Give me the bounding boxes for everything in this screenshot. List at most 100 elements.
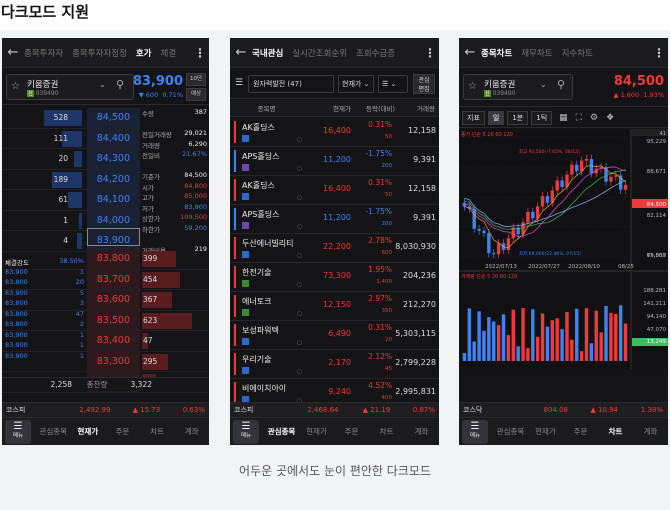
bid-row[interactable]: 83,300 295 — [2, 351, 209, 372]
bid-row[interactable]: 83,600 367 — [2, 290, 209, 311]
tools-icon[interactable]: ❖ — [606, 112, 615, 123]
more-vertical-icon[interactable]: ⋮ — [424, 46, 436, 60]
ask-row[interactable]: 189 84,200 — [2, 169, 140, 190]
tab-exec[interactable]: 체결 — [160, 48, 177, 59]
period-day-button[interactable]: 일 — [487, 110, 505, 125]
ask-price[interactable]: 83,900 — [87, 231, 140, 251]
bid-price[interactable]: 83,500 — [87, 310, 140, 330]
nav-account[interactable]: 계좌 — [184, 427, 199, 436]
star-icon[interactable]: ☆ — [11, 81, 20, 92]
tab-domestic-watch[interactable]: 국내관심 — [252, 48, 284, 59]
ask-price[interactable]: 84,300 — [87, 149, 140, 169]
more-vertical-icon[interactable]: ⋮ — [194, 46, 206, 60]
watchlist-row[interactable]: APS홀딩스 ▢ 11,200 -1.75% 200 9,391 — [230, 205, 439, 234]
index-bar[interactable]: 코스피 2,468.64 ▲ 21.19 0.87% — [230, 402, 439, 417]
watchlist-row[interactable]: APS홀딩스 ▢ 11,200 -1.75% 200 9,391 — [230, 147, 439, 176]
ask-price[interactable]: 84,200 — [87, 169, 140, 189]
ask-row[interactable]: 1 84,000 — [2, 210, 140, 231]
bottom-nav: ☰ 메뉴 관심종목 현재가 주문 차트 계좌 — [459, 417, 668, 445]
ask-price[interactable]: 84,400 — [87, 128, 140, 148]
tab-investor-estimate[interactable]: 종목투자자점정 — [72, 48, 127, 59]
fullscreen-icon[interactable]: ⛶ — [575, 112, 582, 123]
watchlist-row[interactable]: 에너토크 ▢ 12,150 2.97% 350 212,270 — [230, 292, 439, 321]
index-bar[interactable]: 코스피 2,492.99 ▲ 15.73 0.63% — [2, 402, 209, 417]
list-view-select[interactable]: ☰ ⌄ — [378, 75, 408, 93]
settings-gear-icon[interactable]: ⚙ — [589, 112, 599, 123]
nav-watchlist[interactable]: 관심종목 — [267, 427, 296, 436]
bid-price[interactable]: 83,700 — [87, 269, 140, 289]
menu-button[interactable]: ☰ 메뉴 — [233, 419, 259, 444]
info-value: 6,290 — [188, 139, 207, 148]
index-bar[interactable]: 코스닥 804.08 ▲ 10.94 1.38% — [459, 402, 668, 417]
star-icon[interactable]: ☆ — [468, 81, 477, 92]
nav-quote[interactable]: 현재가 — [306, 427, 327, 436]
ask-price[interactable]: 84,500 — [87, 108, 140, 128]
chevron-down-icon[interactable]: ⌄ — [540, 80, 547, 89]
sort-select[interactable]: 현재가 ⌄ — [338, 75, 374, 93]
tab-investor[interactable]: 종목투자자 — [24, 48, 64, 59]
menu-button[interactable]: ☰ 메뉴 — [462, 419, 488, 444]
bid-price[interactable]: 83,300 — [87, 351, 140, 371]
watchlist-row[interactable]: 보성파워텍 ▢ 6,490 0.31% 20 5,303,115 — [230, 321, 439, 350]
nav-chart[interactable]: 차트 — [150, 427, 164, 436]
period-1tick-button[interactable]: 1틱 — [531, 110, 553, 125]
hamburger-icon[interactable]: ☰ — [235, 78, 244, 88]
stock-selector[interactable]: ☆ 키움증권 신 039490 ⌄ ⚲ — [463, 74, 573, 100]
stock-selector[interactable]: ☆ 키움증권 신 039490 ⌄ ⚲ — [6, 74, 134, 100]
ask-price[interactable]: 84,100 — [87, 190, 140, 210]
nav-account[interactable]: 계좌 — [414, 427, 429, 436]
nav-quote[interactable]: 현재가 — [77, 427, 99, 436]
tab-index-chart[interactable]: 지수차트 — [561, 48, 593, 59]
more-vertical-icon[interactable]: ⋮ — [653, 46, 665, 60]
watchlist-row[interactable]: 한전기술 ▢ 73,300 1.95% 1,400 204,236 — [230, 263, 439, 292]
watchlist-row[interactable]: AK홀딩스 ▢ 16,400 0.31% 50 12,158 — [230, 176, 439, 205]
bid-volume: 295 — [143, 356, 158, 366]
stock-volume: 12,158 — [408, 126, 436, 135]
search-icon[interactable]: ⚲ — [116, 78, 125, 91]
watchlist-row[interactable]: AK홀딩스 ▢ 16,400 0.31% 50 12,158 — [230, 118, 439, 147]
tab-financial-chart[interactable]: 재무차트 — [521, 48, 553, 59]
bid-row[interactable]: 83,800 399 — [2, 249, 209, 270]
period-1min-button[interactable]: 1분 — [507, 110, 529, 125]
nav-watchlist[interactable]: 관심종목 — [496, 427, 525, 436]
bid-row[interactable]: 83,500 623 — [2, 310, 209, 331]
ten-level-button[interactable]: 10단 — [186, 73, 206, 86]
candlestick-chart[interactable]: 종가 단순 5 20 60 120 최고 91,500(-7.65%, 08/12… — [459, 129, 668, 369]
ask-row[interactable]: 111 84,400 — [2, 128, 140, 149]
nav-order[interactable]: 주문 — [573, 427, 588, 436]
nav-order[interactable]: 주문 — [115, 427, 130, 436]
nav-quote[interactable]: 현재가 — [535, 427, 556, 436]
nav-chart[interactable]: 차트 — [379, 427, 394, 436]
back-arrow-icon[interactable]: ← — [235, 45, 247, 60]
nav-order[interactable]: 주문 — [344, 427, 359, 436]
back-arrow-icon[interactable]: ← — [464, 45, 476, 60]
bid-row[interactable]: 83,400 47 — [2, 331, 209, 352]
indicator-button[interactable]: 지표 — [462, 110, 485, 125]
search-icon[interactable]: ⚲ — [557, 78, 566, 91]
bid-row[interactable]: 83,700 454 — [2, 269, 209, 290]
bid-price[interactable]: 83,600 — [87, 290, 140, 310]
ask-price[interactable]: 84,000 — [87, 210, 140, 230]
edit-watchlist-button[interactable]: 관심 편집 — [413, 74, 435, 94]
bid-price[interactable]: 83,400 — [87, 331, 140, 351]
tab-view-surge[interactable]: 조회수급증 — [356, 48, 396, 59]
group-select[interactable]: 원자력발전 (47) — [248, 75, 334, 93]
expected-button[interactable]: 예상 — [186, 88, 206, 101]
tab-quote[interactable]: 호가 — [135, 48, 152, 59]
market-badge-icon — [242, 309, 249, 316]
nav-chart[interactable]: 차트 — [608, 427, 623, 436]
tab-stock-chart[interactable]: 종목차트 — [481, 48, 513, 59]
ask-row[interactable]: 528 84,500 — [2, 108, 140, 129]
nav-watchlist[interactable]: 관심종목 — [39, 427, 68, 436]
back-arrow-icon[interactable]: ← — [7, 45, 19, 60]
ask-row[interactable]: 20 84,300 — [2, 149, 140, 170]
grid-layout-icon[interactable]: ▦ — [559, 112, 568, 123]
chevron-down-icon[interactable]: ⌄ — [99, 80, 106, 89]
ask-row[interactable]: 61 84,100 — [2, 190, 140, 211]
tab-realtime-rank[interactable]: 실시간조회순위 — [292, 48, 348, 59]
watchlist-row[interactable]: 우리기술 ▢ 2,170 2.12% 45 2,799,228 — [230, 350, 439, 379]
watchlist-row[interactable]: 두산에너빌리티 ▢ 22,200 2.78% 600 8,030,930 — [230, 234, 439, 263]
menu-button[interactable]: ☰ 메뉴 — [5, 419, 31, 444]
nav-account[interactable]: 계좌 — [643, 427, 658, 436]
bid-price[interactable]: 83,800 — [87, 249, 140, 269]
